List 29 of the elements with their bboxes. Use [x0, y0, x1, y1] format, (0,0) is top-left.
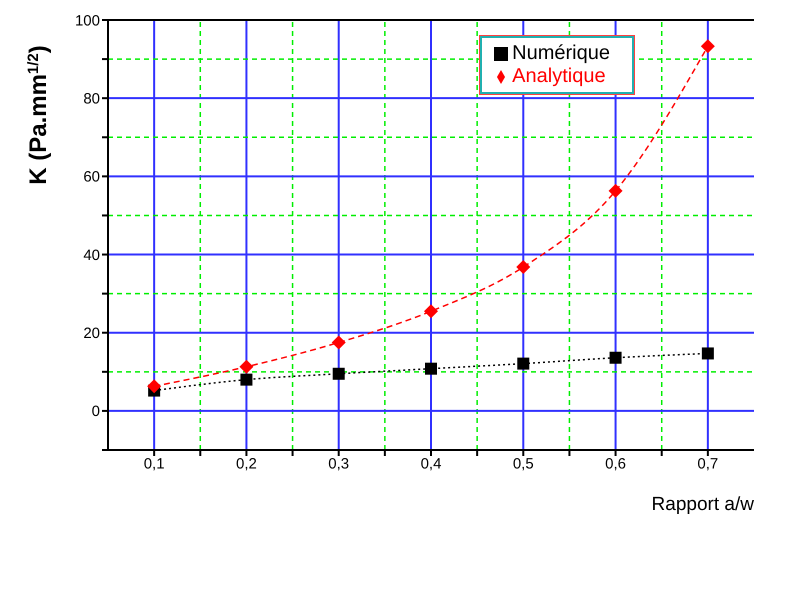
point — [147, 379, 162, 394]
point — [332, 368, 345, 380]
y-tick-label: 20 — [83, 325, 100, 342]
y-tick-label: 80 — [83, 90, 100, 108]
legend-label: Analytique — [512, 65, 606, 87]
point — [702, 347, 714, 360]
point — [239, 360, 254, 374]
legend-label: Numérique — [512, 42, 610, 64]
point — [332, 336, 346, 350]
point — [517, 358, 530, 370]
point — [425, 362, 437, 375]
point — [424, 304, 438, 318]
point — [240, 374, 252, 386]
x-tick-label: 0,6 — [605, 456, 626, 473]
x-tick-label: 0,5 — [512, 456, 534, 473]
y-tick-label: 40 — [83, 246, 100, 264]
point — [516, 260, 530, 274]
y-tick-label: 100 — [74, 12, 100, 30]
x-tick-label: 0,1 — [144, 456, 165, 473]
x-axis-title: Rapport a/w — [652, 494, 754, 515]
x-tick-label: 0,7 — [697, 456, 718, 473]
x-tick-label: 0,3 — [328, 456, 350, 473]
x-tick-label: 0,2 — [236, 456, 257, 473]
y-tick-label: 0 — [92, 403, 100, 420]
x-tick-label: 0,4 — [420, 456, 442, 473]
y-tick-label: 60 — [83, 168, 100, 186]
point — [700, 39, 715, 54]
point — [608, 184, 623, 198]
point — [610, 352, 622, 364]
